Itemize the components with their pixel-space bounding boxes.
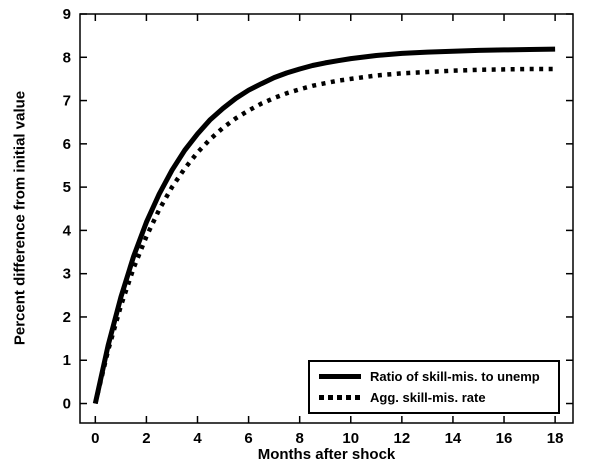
legend-label: Agg. skill-mis. rate: [370, 390, 486, 405]
legend: Ratio of skill-mis. to unemp Agg. skill-…: [308, 360, 560, 414]
svg-text:3: 3: [63, 266, 71, 283]
svg-text:1: 1: [63, 352, 71, 369]
legend-item-agg: Agg. skill-mis. rate: [319, 390, 549, 405]
svg-text:0: 0: [91, 430, 99, 447]
legend-item-ratio: Ratio of skill-mis. to unemp: [319, 369, 549, 384]
x-axis-title: Months after shock: [257, 446, 396, 463]
svg-text:6: 6: [244, 430, 252, 447]
dashed-line-swatch: [319, 395, 361, 400]
legend-label: Ratio of skill-mis. to unemp: [370, 369, 540, 384]
svg-text:16: 16: [496, 430, 513, 447]
svg-text:7: 7: [63, 93, 71, 110]
svg-text:8: 8: [63, 49, 71, 66]
svg-text:10: 10: [342, 430, 359, 447]
svg-text:4: 4: [193, 430, 202, 447]
svg-text:2: 2: [142, 430, 150, 447]
svg-text:12: 12: [394, 430, 411, 447]
svg-text:0: 0: [63, 396, 71, 413]
svg-text:14: 14: [445, 430, 462, 447]
svg-text:8: 8: [296, 430, 304, 447]
svg-text:2: 2: [63, 309, 71, 326]
svg-text:6: 6: [63, 136, 71, 153]
svg-text:9: 9: [63, 6, 71, 23]
svg-text:18: 18: [547, 430, 564, 447]
svg-text:5: 5: [63, 179, 71, 196]
solid-line-swatch: [319, 374, 361, 379]
svg-text:4: 4: [63, 222, 72, 239]
y-axis-title: Percent difference from initial value: [11, 90, 29, 346]
